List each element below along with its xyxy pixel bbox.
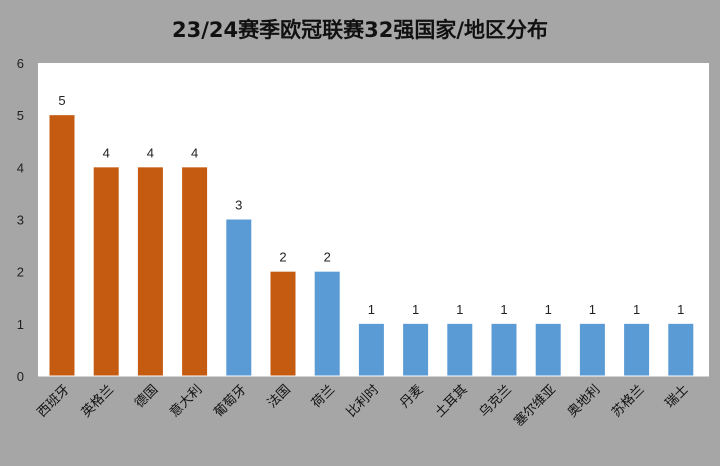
chart-title: 23/24赛季欧冠联赛32强国家/地区分布 bbox=[171, 18, 548, 42]
data-label: 1 bbox=[633, 302, 640, 317]
bar bbox=[668, 323, 694, 376]
y-tick-label: 3 bbox=[17, 213, 24, 228]
category-label: 奥地利 bbox=[565, 382, 603, 420]
bar bbox=[624, 323, 650, 376]
data-label: 2 bbox=[279, 250, 286, 265]
y-tick-label: 1 bbox=[17, 317, 24, 332]
data-label: 3 bbox=[235, 198, 242, 213]
x-axis-categories: 西班牙 英格兰 德国 意大利 葡萄牙 法国 荷兰 比利时 丹麦 土耳其 乌克兰塞尔维亚 奥地利 苏格兰瑞… bbox=[35, 382, 692, 430]
y-axis-ticks: 0 1 2 3 4 5 6 bbox=[17, 56, 24, 384]
bar bbox=[226, 219, 252, 376]
category-label: 苏格兰 bbox=[609, 382, 648, 421]
y-tick-label: 4 bbox=[17, 160, 24, 175]
bar bbox=[270, 271, 296, 376]
data-label: 4 bbox=[191, 145, 198, 160]
y-tick-label: 6 bbox=[17, 56, 24, 71]
category-label: 意大利 bbox=[167, 382, 206, 421]
data-label: 4 bbox=[103, 145, 110, 160]
data-label: 1 bbox=[412, 302, 419, 317]
data-label: 1 bbox=[589, 302, 596, 317]
bars-layer: 5 4 4 4 3 2 2 1 1 1 1 1 1 1 1 bbox=[49, 93, 694, 377]
bar bbox=[491, 323, 517, 376]
category-label: 瑞士 bbox=[663, 382, 692, 411]
category-label: 英格兰 bbox=[78, 382, 117, 421]
data-label: 1 bbox=[368, 302, 375, 317]
bar bbox=[447, 323, 473, 376]
bar bbox=[93, 167, 119, 376]
data-label: 1 bbox=[500, 302, 507, 317]
data-label: 1 bbox=[456, 302, 463, 317]
category-label: 乌克兰 bbox=[476, 382, 515, 421]
y-tick-label: 5 bbox=[17, 108, 24, 123]
bar bbox=[49, 115, 75, 377]
category-label: 比利时 bbox=[344, 382, 382, 420]
category-label: 土耳其 bbox=[432, 382, 470, 420]
bar bbox=[535, 323, 561, 376]
data-label: 5 bbox=[58, 93, 65, 108]
bar bbox=[137, 167, 163, 376]
category-label: 葡萄牙 bbox=[211, 382, 249, 420]
category-label: 塞尔维亚 bbox=[511, 382, 559, 430]
bar bbox=[403, 323, 429, 376]
data-label: 1 bbox=[677, 302, 684, 317]
bar bbox=[314, 271, 340, 376]
category-label: 德国 bbox=[132, 382, 161, 411]
data-label: 2 bbox=[324, 250, 331, 265]
y-tick-label: 2 bbox=[17, 265, 24, 280]
category-label: 丹麦 bbox=[397, 382, 426, 411]
y-tick-label: 0 bbox=[17, 369, 24, 384]
bar bbox=[358, 323, 384, 376]
data-label: 4 bbox=[147, 145, 154, 160]
category-label: 西班牙 bbox=[35, 382, 73, 420]
data-label: 1 bbox=[545, 302, 552, 317]
category-label: 荷兰 bbox=[309, 382, 338, 411]
bar bbox=[579, 323, 605, 376]
category-label: 法国 bbox=[265, 382, 294, 411]
bar bbox=[182, 167, 208, 376]
